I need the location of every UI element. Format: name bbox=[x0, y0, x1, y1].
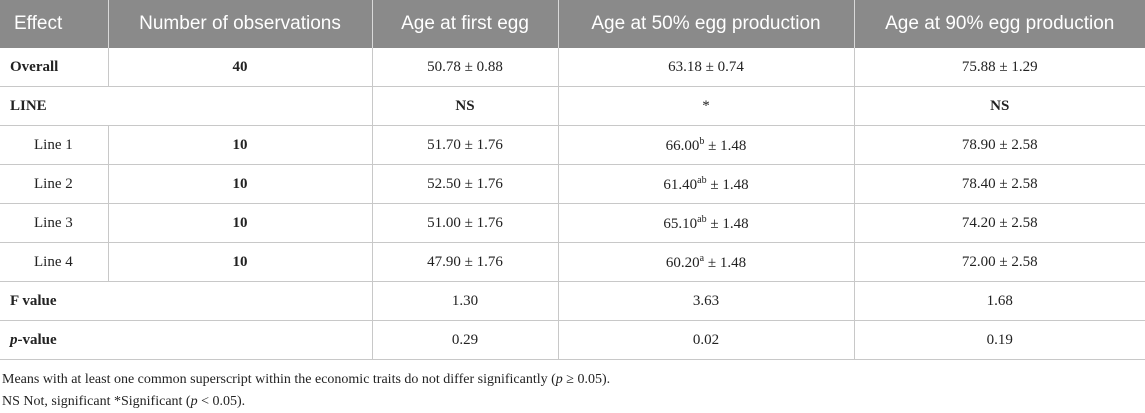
label-rest: -value bbox=[17, 331, 57, 348]
cell-90-egg: 75.88 ± 1.29 bbox=[854, 48, 1145, 87]
cell-90-egg: 0.19 bbox=[854, 320, 1145, 360]
cell-50-egg: 60.20a ± 1.48 bbox=[558, 242, 855, 282]
cell-90-egg: 78.40 ± 2.58 bbox=[854, 164, 1145, 204]
table-row-f-value: F value 1.30 3.63 1.68 bbox=[0, 281, 1145, 321]
cell-observations: 10 bbox=[108, 125, 373, 165]
cell-first-egg: NS bbox=[372, 86, 559, 126]
cell-90-egg: 74.20 ± 2.58 bbox=[854, 203, 1145, 243]
row-label: Overall bbox=[0, 48, 109, 87]
cell-observations: 10 bbox=[108, 242, 373, 282]
row-label: p-value bbox=[0, 320, 373, 360]
superscript: b bbox=[699, 135, 705, 147]
footnote-superscript: Means with at least one common superscri… bbox=[2, 369, 1145, 391]
header-50-egg: Age at 50% egg production bbox=[558, 0, 855, 48]
row-label: LINE bbox=[0, 86, 373, 126]
cell-observations: 40 bbox=[108, 48, 373, 87]
cell-50-egg: 63.18 ± 0.74 bbox=[558, 48, 855, 87]
cell-50-egg: 3.63 bbox=[558, 281, 855, 321]
value: 61.40 bbox=[663, 176, 698, 193]
cell-observations: 10 bbox=[108, 203, 373, 243]
table-row-line-3: Line 3 10 51.00 ± 1.76 65.10ab ± 1.48 74… bbox=[0, 203, 1145, 243]
cell-first-egg: 51.00 ± 1.76 bbox=[372, 203, 559, 243]
superscript: ab bbox=[697, 213, 707, 225]
cell-90-egg: 78.90 ± 2.58 bbox=[854, 125, 1145, 165]
table-row-p-value: p-value 0.29 0.02 0.19 bbox=[0, 320, 1145, 360]
footnote-significance: NS Not, significant *Significant (p < 0.… bbox=[2, 391, 1145, 413]
row-label: Line 1 bbox=[0, 125, 109, 165]
table-row-line-4: Line 4 10 47.90 ± 1.76 60.20a ± 1.48 72.… bbox=[0, 242, 1145, 282]
header-first-egg: Age at first egg bbox=[372, 0, 559, 48]
error: ± 1.48 bbox=[706, 176, 749, 193]
header-observations: Number of observations bbox=[108, 0, 373, 48]
cell-50-egg: 65.10ab ± 1.48 bbox=[558, 203, 855, 243]
cell-90-egg: 72.00 ± 2.58 bbox=[854, 242, 1145, 282]
footnote-text: NS Not, significant *Significant ( bbox=[2, 394, 191, 409]
cell-50-egg: 0.02 bbox=[558, 320, 855, 360]
footnote-text: < 0.05). bbox=[197, 394, 246, 409]
cell-first-egg: 50.78 ± 0.88 bbox=[372, 48, 559, 87]
cell-50-egg: * bbox=[558, 86, 855, 126]
header-row: Effect Number of observations Age at fir… bbox=[0, 0, 1145, 48]
footnote-text: Means with at least one common superscri… bbox=[2, 372, 556, 387]
row-label: Line 4 bbox=[0, 242, 109, 282]
error: ± 1.48 bbox=[706, 215, 749, 232]
header-90-egg: Age at 90% egg production bbox=[854, 0, 1145, 48]
p-italic: p bbox=[190, 394, 198, 409]
error: ± 1.48 bbox=[704, 254, 747, 271]
table-row-line-section: LINE NS * NS bbox=[0, 86, 1145, 126]
table-footnotes: Means with at least one common superscri… bbox=[0, 360, 1145, 413]
p-italic: p bbox=[555, 372, 563, 387]
cell-first-egg: 0.29 bbox=[372, 320, 559, 360]
value: 60.20 bbox=[665, 254, 700, 271]
cell-first-egg: 1.30 bbox=[372, 281, 559, 321]
table-row-overall: Overall 40 50.78 ± 0.88 63.18 ± 0.74 75.… bbox=[0, 48, 1145, 87]
cell-50-egg: 66.00b ± 1.48 bbox=[558, 125, 855, 165]
results-table: Effect Number of observations Age at fir… bbox=[0, 0, 1145, 360]
cell-90-egg: 1.68 bbox=[854, 281, 1145, 321]
cell-observations: 10 bbox=[108, 164, 373, 204]
cell-first-egg: 51.70 ± 1.76 bbox=[372, 125, 559, 165]
p-italic: p bbox=[10, 331, 18, 348]
table-row-line-2: Line 2 10 52.50 ± 1.76 61.40ab ± 1.48 78… bbox=[0, 164, 1145, 204]
table-row-line-1: Line 1 10 51.70 ± 1.76 66.00b ± 1.48 78.… bbox=[0, 125, 1145, 165]
cell-first-egg: 47.90 ± 1.76 bbox=[372, 242, 559, 282]
error: ± 1.48 bbox=[704, 137, 747, 154]
row-label: Line 3 bbox=[0, 203, 109, 243]
row-label: Line 2 bbox=[0, 164, 109, 204]
row-label: F value bbox=[0, 281, 373, 321]
value: 66.00 bbox=[665, 137, 700, 154]
header-effect: Effect bbox=[0, 0, 109, 48]
superscript: a bbox=[699, 252, 705, 264]
cell-50-egg: 61.40ab ± 1.48 bbox=[558, 164, 855, 204]
superscript: ab bbox=[697, 174, 707, 186]
value: 65.10 bbox=[663, 215, 698, 232]
cell-first-egg: 52.50 ± 1.76 bbox=[372, 164, 559, 204]
footnote-text: ≥ 0.05). bbox=[562, 372, 611, 387]
cell-90-egg: NS bbox=[854, 86, 1145, 126]
